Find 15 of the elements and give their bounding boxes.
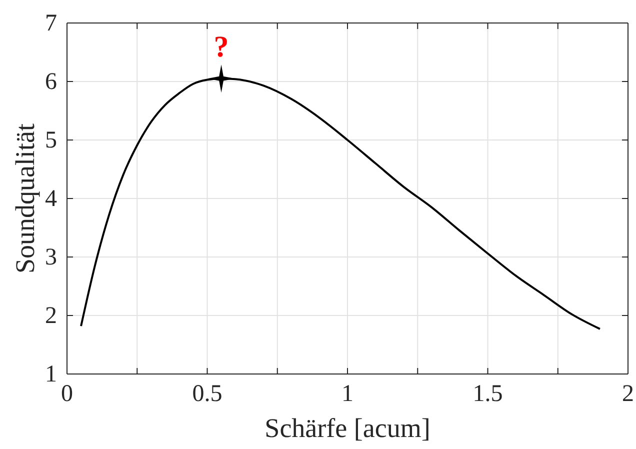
x-axis-title: Schärfe [acum]	[264, 413, 430, 443]
y-tick-label: 1	[45, 362, 57, 388]
x-tick-label: 0	[61, 381, 73, 408]
x-tick-label: 1.5	[472, 381, 503, 408]
x-tick-label: 1	[342, 381, 354, 408]
y-tick-label: 2	[45, 303, 57, 330]
y-tick-label: 7	[45, 10, 57, 37]
annotation: ?	[214, 30, 229, 64]
x-tick-label: 2	[622, 381, 634, 408]
x-tick-label: 0.5	[192, 381, 222, 408]
y-tick-label: 5	[45, 128, 57, 154]
y-tick-label: 6	[45, 69, 57, 96]
y-tick-label: 4	[45, 186, 57, 212]
y-tick-label: 3	[45, 244, 57, 271]
y-axis-title: Soundqualität	[10, 123, 40, 274]
